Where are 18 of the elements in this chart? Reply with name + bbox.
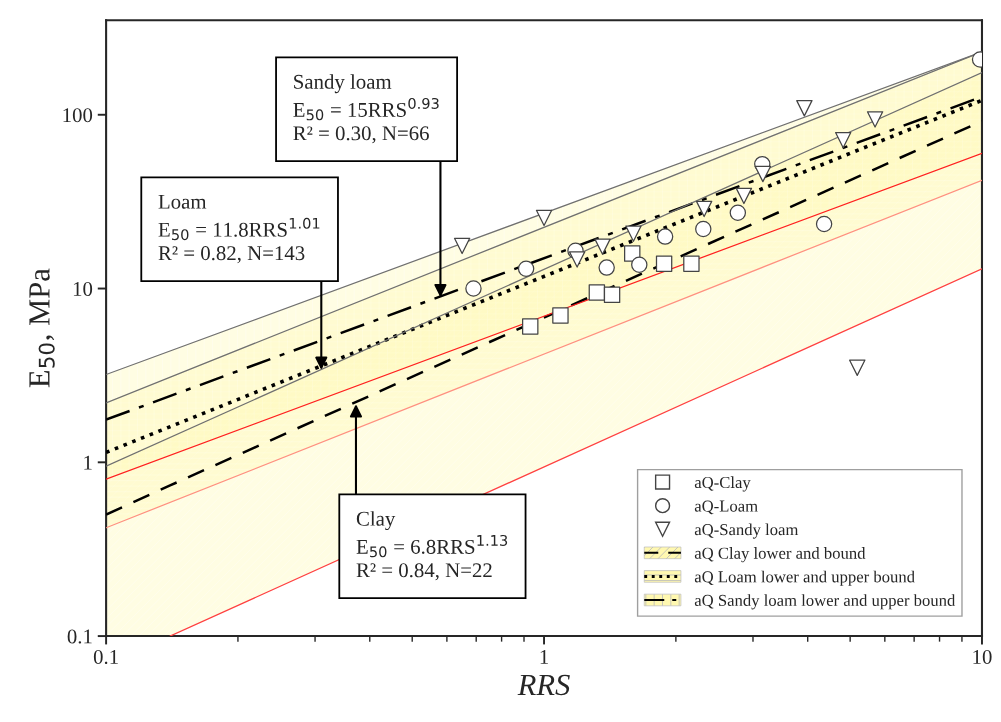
x-tick-label: 10	[973, 649, 992, 664]
y-tick-label: 100	[63, 108, 93, 123]
legend-label: aQ-Clay	[694, 476, 751, 492]
y-tick-label: 1	[84, 455, 92, 470]
annotation: Loam E$_{50}$ = 11.8RRS$^{1.01}$ R² = 0.82, N=143	[158, 194, 320, 264]
y-tick-label: 10	[73, 281, 93, 296]
legend-label: aQ Loam lower and upper bound	[694, 570, 915, 586]
y-tick-label: 0.1	[67, 629, 92, 644]
y-axis-title: E$_{50}$, MPa	[29, 268, 55, 388]
x-tick-label: 0.1	[93, 649, 118, 665]
annotation: Clay E$_{50}$ = 6.8RRS$^{1.13}$ R² = 0.84, N=22	[356, 511, 508, 581]
legend-label: aQ Clay lower and bound	[694, 547, 866, 563]
annotation: Sandy loam E$_{50}$ = 15RRS$^{0.93}$ R² = 0.30, N=66	[293, 74, 439, 144]
x-tick-label: 1	[540, 649, 548, 664]
legend-label: aQ Sandy loam lower and upper bound	[694, 594, 956, 610]
legend-label: aQ-Sandy loam	[694, 523, 799, 539]
legend-label: aQ-Loam	[694, 500, 758, 515]
x-axis-title: RRS	[517, 674, 570, 696]
